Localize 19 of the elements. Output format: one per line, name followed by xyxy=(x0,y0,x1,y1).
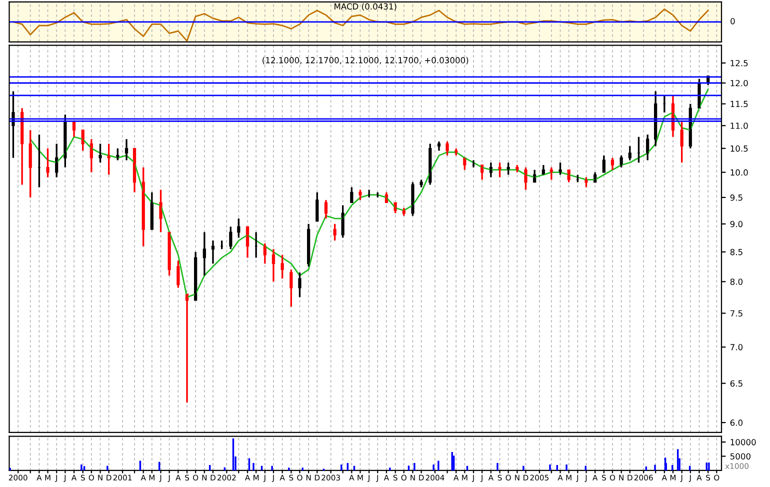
text: (12.1000, 12.1700, 12.1000, 12.1700, +0.03000) xyxy=(262,56,468,64)
y-tick-label: 5000 xyxy=(730,453,750,460)
y-tick-label: 9.0 xyxy=(730,220,743,228)
ref-line-label: 0 xyxy=(730,18,735,24)
y-tick-label: 8.0 xyxy=(730,278,743,285)
y-tick-label: 6.5 xyxy=(730,380,742,387)
y-tick-label: 7.0 xyxy=(730,344,743,350)
y-tick-label: 6.0 xyxy=(730,420,743,426)
y-tick-label: 12.5 xyxy=(730,60,748,66)
y-tick-label: 8.5 xyxy=(730,248,742,256)
y-tick-label: 12.0 xyxy=(730,80,748,86)
y-tick-label: 11.0 xyxy=(730,122,748,129)
y-tick-label: 11.5 xyxy=(730,100,748,108)
chart-title: MACD (0.0431) xyxy=(334,3,396,11)
y-tick-label: 7.5 xyxy=(730,310,742,317)
y-tick-label: 10.5 xyxy=(730,145,748,152)
y-tick-label: 10.0 xyxy=(730,169,748,176)
y-tick-label: 10000 xyxy=(730,439,756,446)
y-tick-label: 9.5 xyxy=(730,194,742,201)
